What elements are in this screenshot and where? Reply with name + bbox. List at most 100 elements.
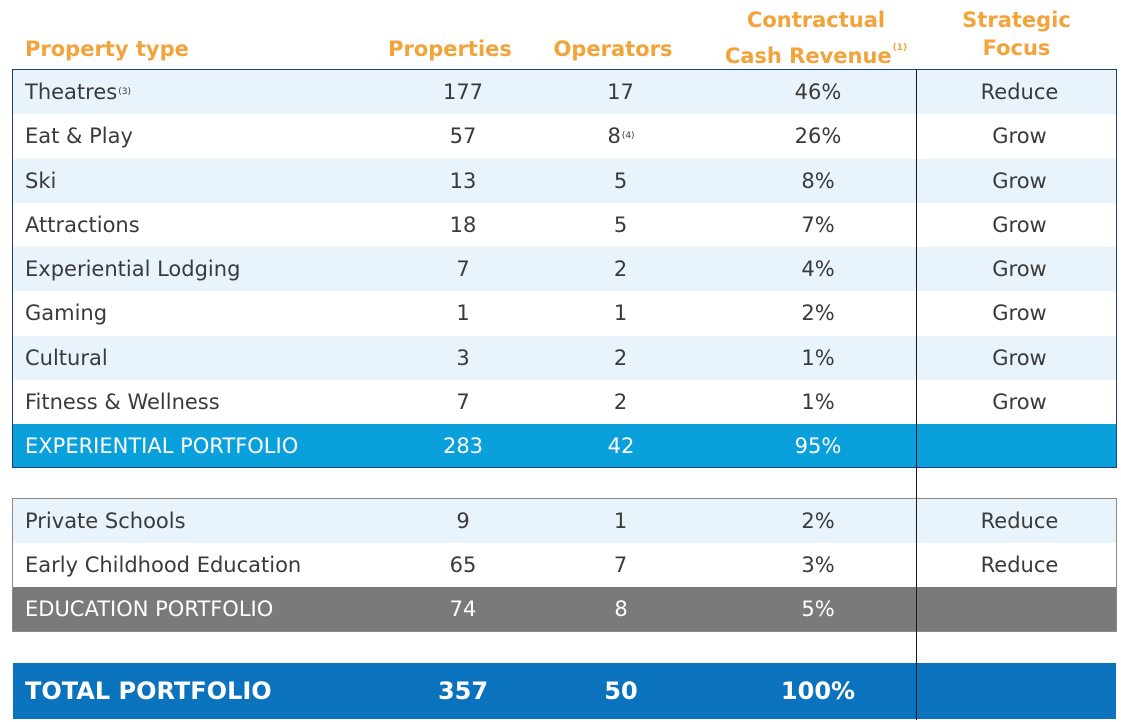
property-type-label: Ski: [25, 168, 57, 193]
operators-cell: 1: [553, 291, 689, 335]
grand-total-row: TOTAL PORTFOLIO 357 50 100%: [13, 663, 1116, 719]
footnote-marker: (3): [118, 87, 131, 98]
properties-cell: 57: [449, 124, 477, 149]
operators-cell: 7: [553, 543, 689, 587]
properties-cell: 9: [456, 509, 470, 533]
experiential-total-row: EXPERIENTIAL PORTFOLIO 283 42 95%: [13, 424, 1116, 467]
strategic-focus-cell: Reduce: [980, 80, 1059, 105]
operators-cell: 8 (4): [553, 114, 689, 158]
revenue-cell: 2%: [801, 301, 835, 326]
experiential-total-properties: 283: [442, 433, 484, 458]
revenue-cell: 46%: [794, 80, 842, 105]
education-total-label: EDUCATION PORTFOLIO: [25, 597, 274, 621]
header-revenue-label: Cash Revenue: [724, 44, 892, 68]
property-type-cell: Gaming: [25, 291, 108, 335]
header-focus-line1: Strategic: [962, 8, 1071, 32]
table-row: Theatres (3) 177 17 46% Reduce: [13, 70, 1116, 115]
property-type-cell: Early Childhood Education: [25, 543, 302, 587]
header-revenue-line1: Contractual: [746, 8, 886, 32]
operators-cell: 5: [553, 203, 689, 247]
header-focus-line2: Focus: [982, 36, 1051, 60]
properties-cell: 177: [442, 80, 484, 105]
table-row: Cultural 3 2 1% Grow: [13, 335, 1116, 380]
operators-value: 1: [613, 509, 628, 533]
strategic-focus-cell: Grow: [992, 168, 1047, 193]
revenue-cell: 1%: [801, 389, 835, 414]
education-total-row: EDUCATION PORTFOLIO 74 8 5%: [13, 587, 1116, 631]
property-type-cell: Attractions: [25, 203, 141, 247]
strategic-focus-cell: Reduce: [980, 553, 1059, 577]
education-total-properties: 74: [449, 597, 477, 621]
property-type-cell: Experiential Lodging: [25, 247, 241, 291]
grand-total-operators: 50: [604, 677, 638, 705]
operators-value: 2: [613, 389, 628, 414]
header-revenue-line2: Cash Revenue(1): [718, 34, 914, 70]
property-type-cell: Cultural: [25, 336, 109, 380]
revenue-cell: 4%: [801, 257, 835, 282]
table-row: Early Childhood Education 65 7 3% Reduce: [13, 543, 1116, 587]
table-row: Fitness & Wellness 7 2 1% Grow: [13, 380, 1116, 424]
strategic-focus-cell: Grow: [992, 389, 1047, 414]
education-total-revenue: 5%: [801, 597, 835, 621]
operators-value: 17: [607, 80, 634, 105]
operators-cell: 17: [553, 70, 689, 114]
operators-cell: 1: [553, 499, 689, 543]
table-row: Gaming 1 1 2% Grow: [13, 291, 1116, 335]
header-revenue: Contractual Cash Revenue(1): [718, 6, 914, 70]
table-row: Ski 13 5 8% Grow: [13, 158, 1116, 203]
operators-value: 5: [613, 212, 628, 237]
property-type-label: Experiential Lodging: [25, 257, 241, 282]
experiential-total-operators: 42: [607, 433, 635, 458]
property-type-label: Cultural: [25, 345, 108, 370]
properties-cell: 7: [456, 389, 470, 414]
property-type-cell: Fitness & Wellness: [25, 380, 221, 424]
revenue-cell: 2%: [801, 509, 835, 533]
property-type-label: Eat & Play: [25, 124, 133, 149]
revenue-cell: 1%: [801, 345, 835, 370]
property-type-cell: Theatres (3): [25, 70, 131, 114]
operators-cell: 2: [553, 380, 689, 424]
properties-cell: 65: [449, 553, 477, 577]
education-total-operators: 8: [614, 597, 628, 621]
property-type-label: Private Schools: [25, 509, 186, 533]
property-type-cell: Eat & Play: [25, 114, 134, 158]
properties-cell: 1: [456, 301, 470, 326]
operators-cell: 2: [553, 247, 689, 291]
operators-value: 8: [607, 124, 621, 149]
revenue-cell: 3%: [801, 553, 835, 577]
grand-total-label: TOTAL PORTFOLIO: [25, 677, 272, 705]
operators-cell: 5: [553, 159, 689, 203]
revenue-cell: 7%: [801, 212, 835, 237]
experiential-total-revenue: 95%: [794, 433, 842, 458]
revenue-cell: 26%: [794, 124, 842, 149]
table-row: Experiential Lodging 7 2 4% Grow: [13, 247, 1116, 292]
property-type-cell: Ski: [25, 159, 57, 203]
grand-total-properties: 357: [437, 677, 489, 705]
properties-cell: 3: [456, 345, 470, 370]
operators-value: 1: [613, 301, 628, 326]
property-type-label: Gaming: [25, 301, 108, 326]
property-type-label: Early Childhood Education: [25, 553, 302, 577]
strategic-focus-cell: Reduce: [980, 509, 1059, 533]
table-row: Attractions 18 5 7% Grow: [13, 203, 1116, 247]
properties-cell: 7: [456, 257, 470, 282]
header-operators: Operators: [553, 37, 673, 61]
operators-value: 5: [613, 168, 628, 193]
revenue-cell: 8%: [801, 168, 835, 193]
operators-cell: 2: [553, 336, 689, 380]
strategic-focus-cell: Grow: [992, 345, 1047, 370]
operators-value: 2: [613, 257, 628, 282]
footnote-marker: (4): [621, 131, 635, 142]
property-type-label: Attractions: [25, 212, 140, 237]
header-property-type: Property type: [25, 37, 189, 61]
table-row: Private Schools 9 1 2% Reduce: [13, 499, 1116, 543]
experiential-total-label: EXPERIENTIAL PORTFOLIO: [25, 433, 299, 458]
header-strategic-focus: Strategic Focus: [930, 6, 1103, 62]
property-type-label: Fitness & Wellness: [25, 389, 220, 414]
header-properties: Properties: [388, 37, 512, 61]
grand-total-revenue: 100%: [780, 677, 856, 705]
operators-value: 7: [613, 553, 628, 577]
strategic-focus-cell: Grow: [992, 124, 1047, 149]
footnote-marker: (1): [892, 43, 908, 53]
strategic-focus-cell: Grow: [992, 301, 1047, 326]
